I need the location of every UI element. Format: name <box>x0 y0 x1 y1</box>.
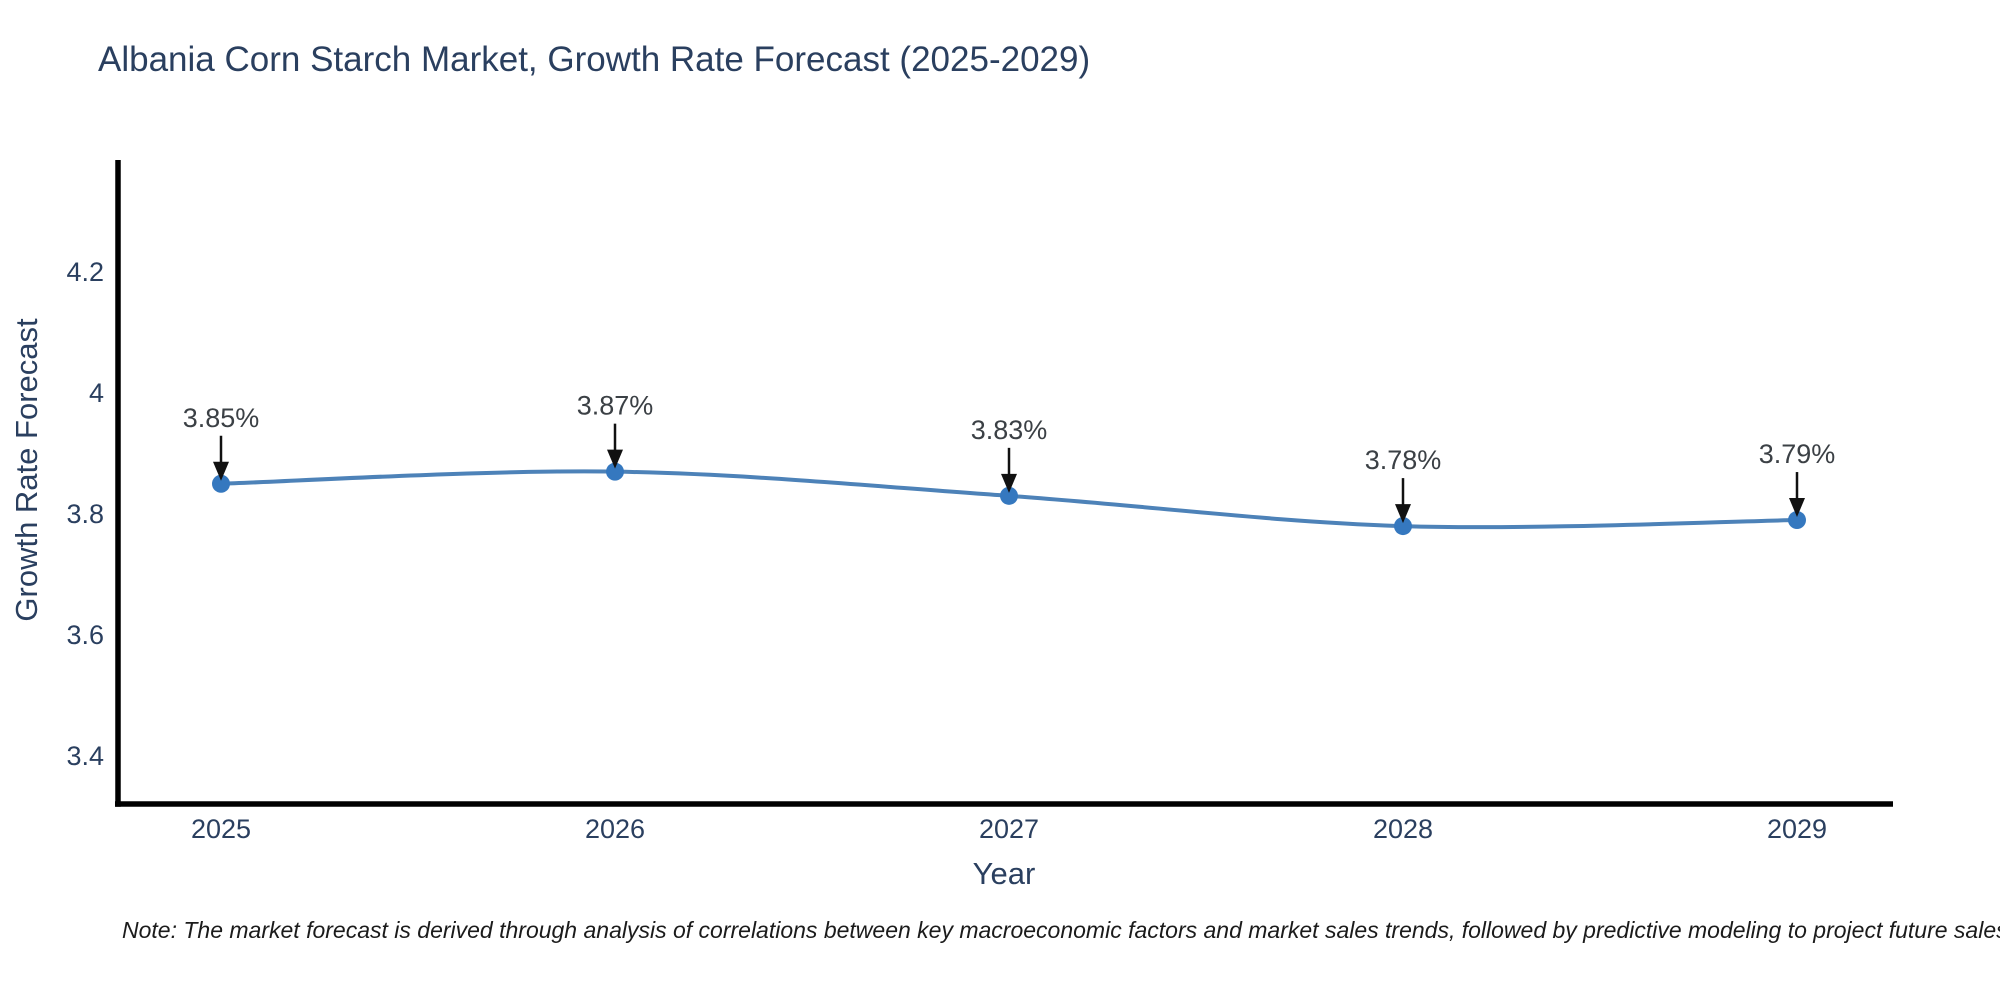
footnote-text: Note: The market forecast is derived thr… <box>122 917 2000 943</box>
x-tick-label: 2029 <box>1767 814 1827 844</box>
annotation-arrowhead-icon <box>1395 504 1411 524</box>
y-tick-label: 3.6 <box>66 620 104 650</box>
data-point-label: 3.83% <box>971 415 1048 445</box>
y-tick-label: 4 <box>89 378 104 408</box>
y-tick-label: 3.8 <box>66 499 104 529</box>
data-point-marker <box>606 462 624 481</box>
x-tick-label: 2025 <box>191 814 251 844</box>
chart-title: Albania Corn Starch Market, Growth Rate … <box>98 40 1091 79</box>
x-tick-label: 2026 <box>585 814 645 844</box>
x-axis-title: Year <box>972 856 1036 891</box>
annotation-arrowhead-icon <box>1001 473 1017 493</box>
x-tick-label: 2028 <box>1373 814 1433 844</box>
data-point-marker <box>1788 511 1806 530</box>
y-tick-label: 3.4 <box>66 741 104 771</box>
data-point-label: 3.85% <box>183 403 260 433</box>
annotation-arrowhead-icon <box>1789 498 1805 518</box>
annotation-arrowhead-icon <box>213 461 229 481</box>
data-point-marker <box>1000 486 1018 505</box>
x-tick-label: 2027 <box>979 814 1039 844</box>
data-point-label: 3.79% <box>1759 439 1836 469</box>
annotation-arrowhead-icon <box>607 449 623 469</box>
data-point-marker <box>1394 517 1412 536</box>
data-point-marker <box>212 474 230 493</box>
data-point-label: 3.87% <box>577 391 654 421</box>
y-tick-label: 4.2 <box>66 257 104 287</box>
data-point-label: 3.78% <box>1365 445 1442 475</box>
